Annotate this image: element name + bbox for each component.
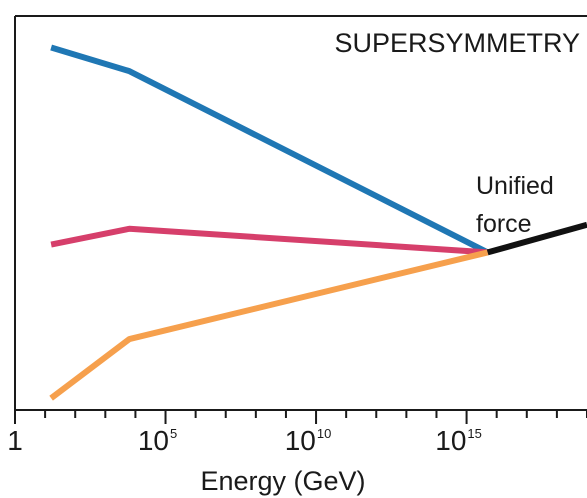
chart-title: SUPERSYMMETRY	[334, 28, 580, 58]
series-layer	[49, 44, 587, 401]
series-line-1	[50, 225, 488, 256]
x-tick-label: 1015	[435, 425, 482, 456]
x-tick-label: 105	[138, 425, 177, 456]
x-axis-label: Energy (GeV)	[200, 466, 365, 496]
series-line-0	[50, 44, 490, 256]
x-tick-labels: 1 105 1010 1015	[7, 425, 482, 456]
annotation-unified: Unified	[476, 172, 554, 200]
series-line-2	[49, 249, 489, 401]
x-tick-label: 1	[7, 425, 23, 456]
x-tick-label: 1010	[285, 425, 332, 456]
plot-frame	[14, 15, 587, 411]
annotation-force: force	[476, 210, 532, 238]
series-line-3	[486, 221, 587, 256]
minor-ticks	[14, 410, 587, 424]
